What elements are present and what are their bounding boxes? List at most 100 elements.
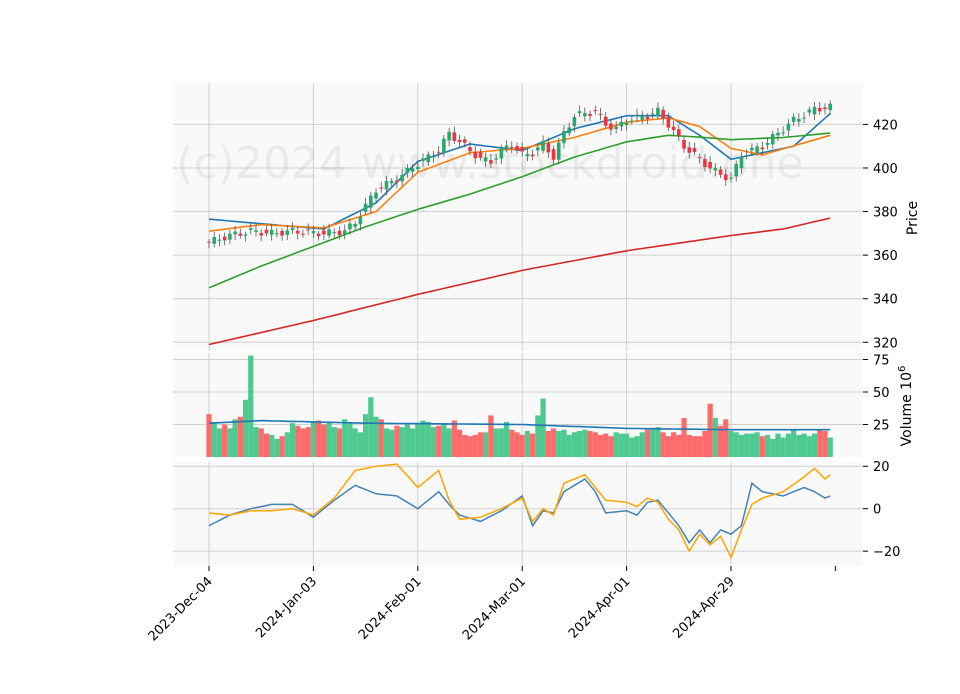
price-panel-bg (173, 83, 863, 351)
candle-body (316, 233, 321, 237)
candle-body (760, 147, 765, 150)
volume-bar (284, 432, 290, 457)
candle-body (802, 117, 806, 119)
volume-ma-line (208, 419, 831, 431)
candle-body (682, 139, 686, 149)
volume-bar (613, 432, 619, 457)
price-ma-line (208, 132, 831, 289)
candle-body (718, 169, 723, 175)
candle-body (786, 123, 791, 131)
osc-tick-label: 20 (873, 460, 890, 475)
candle-body (248, 228, 253, 230)
candle-body (233, 231, 237, 235)
volume-bar (248, 355, 254, 457)
candle-body (723, 174, 728, 181)
candle-body (327, 229, 331, 236)
volume-bar (503, 421, 510, 457)
candle-body (661, 109, 665, 119)
volume-bar (717, 425, 724, 457)
candle-body (797, 118, 801, 122)
candle-body (671, 126, 676, 130)
volume-bar (759, 436, 765, 457)
volume-bar (227, 428, 233, 457)
volume-bar (780, 437, 786, 457)
candle-body (436, 151, 441, 153)
volume-bar (806, 436, 812, 457)
volume-bar (451, 420, 457, 457)
volume-bar (519, 434, 525, 457)
price-moving-averages (208, 112, 831, 346)
price-tick-label: 360 (873, 249, 898, 264)
volume-bar (545, 431, 551, 457)
candle-body (765, 142, 770, 145)
candle-body (828, 103, 832, 111)
volume-bar (336, 428, 343, 457)
oscillator-line (208, 478, 831, 544)
candle-body (285, 230, 290, 235)
volume-bar (603, 433, 609, 457)
volume-bar (582, 429, 588, 457)
candle-body (697, 157, 702, 159)
volume-bar (467, 436, 473, 457)
price-tick-label: 420 (873, 118, 898, 133)
candle-body (823, 107, 827, 110)
volume-bar (399, 427, 405, 457)
candle-body (729, 177, 733, 179)
volume-bar (310, 421, 316, 457)
volume-bar (274, 438, 280, 457)
candle-body (259, 233, 263, 236)
candle-body (264, 229, 269, 234)
osc-panel-bg (173, 462, 863, 566)
candle-body (342, 230, 347, 235)
volume-bar (253, 427, 259, 457)
candle-body (379, 187, 384, 189)
x-tick-label: 2024-Apr-01 (566, 574, 633, 641)
volume-bar (775, 433, 781, 457)
candle-body (650, 113, 655, 115)
volume-bar (404, 423, 410, 457)
candle-body (478, 152, 483, 158)
candle-body (530, 154, 535, 157)
volume-bar (488, 415, 494, 457)
volume-bar (676, 434, 682, 457)
candle-body (389, 180, 394, 184)
candle-body (489, 160, 493, 164)
candle-body (556, 142, 561, 160)
volume-bar (524, 431, 531, 457)
candle-body (431, 156, 436, 158)
candle-body (426, 154, 431, 163)
candle-body (275, 233, 279, 235)
volume-bar (383, 428, 390, 457)
price-tick-label: 320 (873, 336, 898, 351)
candle-body (238, 233, 243, 236)
candle-body (515, 146, 519, 151)
candle-body (609, 123, 613, 130)
candle-body (551, 149, 556, 160)
candle-body (562, 131, 566, 144)
candle-body (222, 236, 227, 241)
candle-body (494, 158, 498, 160)
candle-body (577, 111, 582, 114)
volume-bar (712, 418, 718, 457)
candle-body (228, 233, 232, 240)
volume-bar (749, 433, 755, 457)
candle-body (447, 131, 451, 141)
volume-bar (540, 398, 546, 457)
candle-body (687, 147, 692, 153)
volume-bar (644, 429, 651, 457)
candle-body (295, 230, 300, 234)
candle-body (306, 229, 310, 231)
volume-bar (618, 433, 624, 457)
volume-bar (738, 434, 745, 457)
candle-body (572, 116, 577, 127)
volume-bar (430, 427, 437, 457)
volume-bar (655, 427, 661, 457)
candle-body (363, 203, 368, 212)
volume-bar (237, 416, 243, 457)
volume-bar (305, 427, 311, 457)
candle-body (337, 230, 342, 236)
volume-bar (222, 424, 228, 457)
candle-body (358, 217, 363, 225)
candle-body (254, 230, 258, 232)
volume-bar (363, 414, 369, 457)
